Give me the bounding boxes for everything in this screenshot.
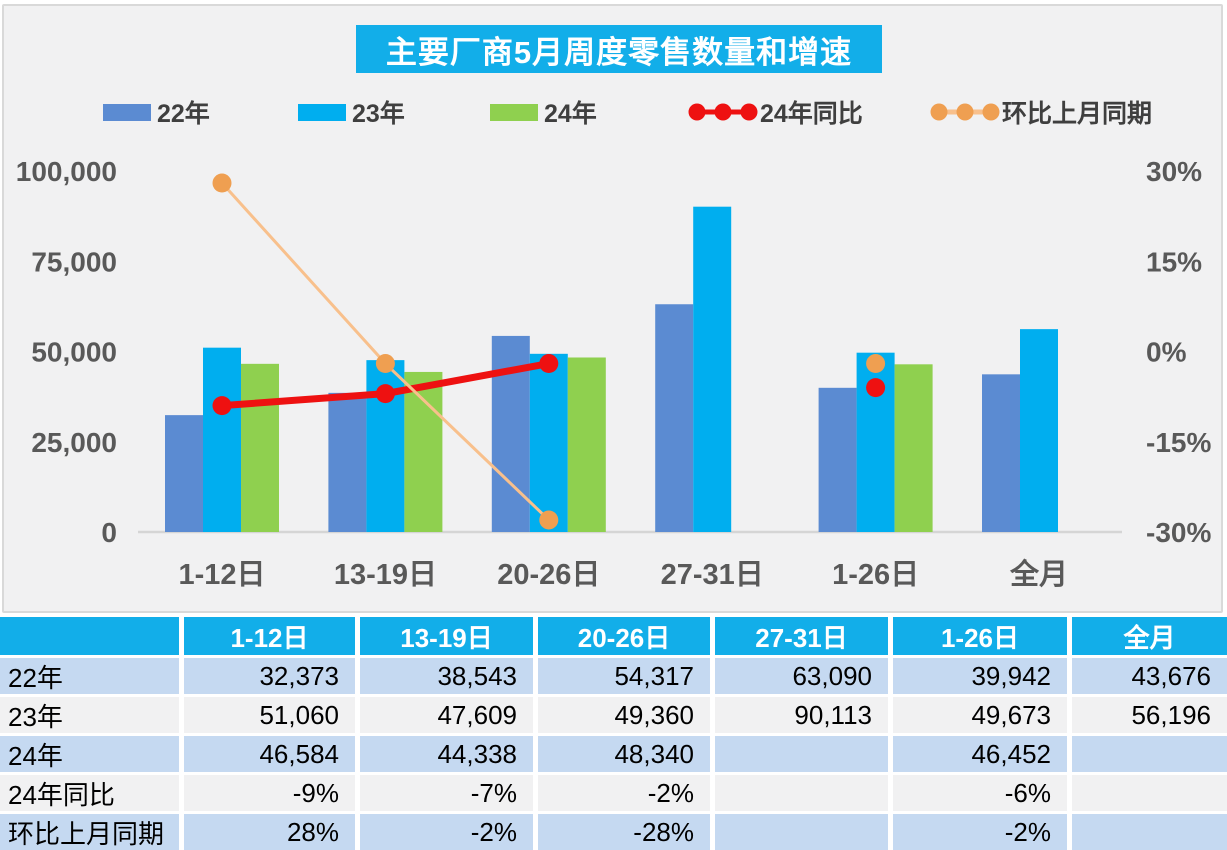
table-header-1-26日: 1-26日 (893, 617, 1067, 655)
table-cell-24年同比-27-31日 (715, 775, 888, 811)
table-cell-环比上月同期-20-26日: -28% (538, 814, 710, 850)
table-cell-环比上月同期-27-31日 (715, 814, 888, 850)
table-cell-22年-1-26日: 39,942 (893, 658, 1067, 694)
table-cell-23年-全月: 56,196 (1072, 697, 1227, 733)
bar-24年-13-19日 (404, 371, 443, 532)
right-axis-tick-label: -30% (1146, 517, 1211, 548)
chart-title-text: 主要厂商5月周度零售数量和增速 (385, 34, 853, 70)
table-row-label-24年: 24年 (0, 736, 179, 772)
category-label: 20-26日 (497, 559, 600, 591)
table-cell-24年同比-1-26日: -6% (893, 775, 1067, 811)
marker-24年同比-20-26日 (539, 354, 559, 374)
chart-title: 主要厂商5月周度零售数量和增速 (356, 25, 882, 73)
table-cell-24年-1-12日: 46,584 (184, 736, 355, 772)
table-header-1-12日: 1-12日 (184, 617, 355, 655)
marker-24年同比-13-19日 (375, 384, 395, 404)
legend-swatch-icon (490, 103, 538, 121)
table-header-全月: 全月 (1072, 617, 1227, 655)
table-cell-24年-20-26日: 48,340 (538, 736, 710, 772)
legend-swatch-icon (103, 103, 151, 121)
marker-24年同比-1-26日 (866, 378, 886, 398)
table-header-20-26日: 20-26日 (538, 617, 710, 655)
bar-22年-1-12日 (165, 415, 203, 532)
data-table: 1-12日 13-19日 20-26日 27-31日 1-26日 全月 22年 32,373 3… (0, 617, 1227, 850)
marker-环比上月同期-20-26日 (539, 510, 559, 530)
table-cell-23年-27-31日: 90,113 (715, 697, 888, 733)
left-axis-tick-label: 75,000 (31, 246, 117, 277)
table-cell-23年-1-26日: 49,673 (893, 697, 1067, 733)
right-axis-tick-label: -15% (1146, 427, 1211, 458)
bar-24年-20-26日 (567, 357, 606, 532)
bar-24年-1-12日 (241, 363, 279, 532)
table-cell-22年-1-12日: 32,373 (184, 658, 355, 694)
table-row-label-环比上月同期: 环比上月同期 (0, 814, 179, 850)
table-cell-环比上月同期-13-19日: -2% (360, 814, 533, 850)
table-cell-23年-13-19日: 47,609 (360, 697, 533, 733)
table-cell-24年同比-1-12日: -9% (184, 775, 355, 811)
left-axis-tick-label: 0 (101, 517, 117, 548)
legend-item-1: 22年 (103, 98, 210, 128)
marker-环比上月同期-13-19日 (375, 354, 395, 374)
category-label: 27-31日 (661, 559, 764, 591)
category-label: 全月 (1009, 557, 1068, 591)
bar-23年-全月 (1020, 329, 1058, 532)
bar-23年-27-31日 (693, 206, 732, 532)
chart-legend: 22年 23年 24年 24年同比 环比上月同期 (0, 98, 1227, 128)
legend-label: 22年 (157, 100, 210, 128)
bar-23年-1-12日 (203, 347, 241, 532)
combo-chart: 0 25,000 50,000 75,000 100,000 -30% -15% 0% 15% 3… (16, 156, 1212, 591)
table-cell-24年-27-31日 (715, 736, 888, 772)
table-header-13-19日: 13-19日 (360, 617, 533, 655)
legend-item-3: 24年 (490, 98, 597, 128)
table-cell-24年-1-26日: 46,452 (893, 736, 1067, 772)
right-axis-tick-label: 30% (1146, 156, 1202, 187)
table-cell-环比上月同期-1-26日: -2% (893, 814, 1067, 850)
table-cell-23年-20-26日: 49,360 (538, 697, 710, 733)
category-label: 13-19日 (334, 559, 437, 591)
table-cell-22年-全月: 43,676 (1072, 658, 1227, 694)
table-header-27-31日: 27-31日 (715, 617, 888, 655)
left-axis-tick-label: 25,000 (31, 427, 117, 458)
table-cell-24年-13-19日: 44,338 (360, 736, 533, 772)
legend-item-5: 环比上月同期 (930, 98, 1152, 128)
table-cell-22年-20-26日: 54,317 (538, 658, 710, 694)
right-axis-tick-label: 15% (1146, 246, 1202, 277)
bar-22年-13-19日 (328, 392, 367, 532)
left-axis-tick-label: 50,000 (31, 337, 117, 368)
category-label: 1-12日 (178, 559, 265, 591)
legend-line-marker-icon (930, 103, 1000, 121)
marker-24年同比-1-12日 (212, 396, 232, 416)
legend-label: 24年 (544, 100, 597, 128)
marker-环比上月同期-1-12日 (212, 173, 232, 193)
table-row-label-22年: 22年 (0, 658, 179, 694)
table-cell-24年同比-13-19日: -7% (360, 775, 533, 811)
marker-环比上月同期-1-26日 (866, 354, 886, 374)
table-cell-环比上月同期-全月 (1072, 814, 1227, 850)
table-row-label-23年: 23年 (0, 697, 179, 733)
right-axis-tick-label: 0% (1146, 337, 1187, 368)
table-cell-24年同比-全月 (1072, 775, 1227, 811)
table-cell-24年同比-20-26日: -2% (538, 775, 710, 811)
legend-item-2: 23年 (298, 98, 405, 128)
bar-22年-27-31日 (655, 304, 694, 532)
legend-swatch-icon (298, 103, 346, 121)
legend-label: 24年同比 (760, 100, 863, 128)
legend-line-marker-icon (688, 103, 758, 121)
legend-item-4: 24年同比 (688, 98, 863, 128)
category-label: 1-26日 (832, 559, 919, 591)
left-axis-tick-label: 100,000 (16, 156, 117, 187)
table-header-corner (0, 617, 179, 655)
bar-22年-1-26日 (818, 387, 857, 532)
bar-23年-20-26日 (529, 353, 568, 532)
table-cell-环比上月同期-1-12日: 28% (184, 814, 355, 850)
table-cell-22年-13-19日: 38,543 (360, 658, 533, 694)
legend-label: 23年 (352, 100, 405, 128)
table-row-label-24年同比: 24年同比 (0, 775, 179, 811)
table-cell-24年-全月 (1072, 736, 1227, 772)
bar-24年-1-26日 (894, 364, 933, 532)
legend-label: 环比上月同期 (1002, 100, 1153, 128)
table-cell-23年-1-12日: 51,060 (184, 697, 355, 733)
bar-22年-全月 (982, 374, 1020, 532)
table-cell-22年-27-31日: 63,090 (715, 658, 888, 694)
